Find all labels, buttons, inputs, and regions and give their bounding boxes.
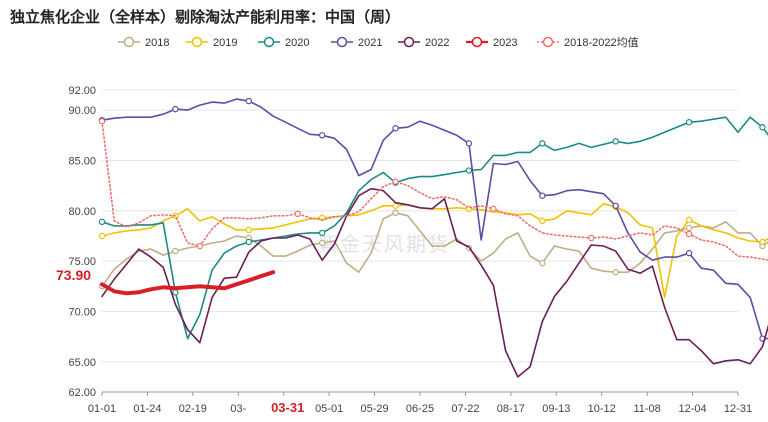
data-point bbox=[539, 192, 546, 199]
legend-marker bbox=[123, 36, 135, 48]
data-point bbox=[245, 226, 252, 234]
legend-marker bbox=[263, 36, 275, 48]
data-point bbox=[539, 217, 546, 225]
data-point bbox=[172, 105, 179, 113]
legend-marker bbox=[471, 36, 483, 48]
data-point bbox=[98, 118, 106, 125]
legend-marker bbox=[191, 36, 203, 48]
data-point bbox=[612, 202, 619, 209]
data-point bbox=[465, 140, 473, 147]
legend-label: 2022 bbox=[425, 37, 449, 49]
x-tick-label-highlight: 03-31 bbox=[271, 400, 304, 415]
data-point bbox=[392, 209, 399, 217]
y-tick-label: 75.00 bbox=[68, 256, 96, 268]
legend-item-2018: 2018 bbox=[118, 36, 169, 49]
legend-item-2019: 2019 bbox=[186, 36, 237, 49]
y-tick-label: 70.00 bbox=[68, 306, 96, 318]
legend-item-2018-2022均值: 2018-2022均值 bbox=[537, 36, 639, 49]
x-tick-label: 06-25 bbox=[406, 403, 434, 415]
axis-layer: 62.00 65.00 70.00 75.00 80.00 85.00 90.00 92.00… bbox=[68, 85, 752, 415]
series-2020 bbox=[98, 116, 768, 340]
data-point bbox=[685, 119, 693, 126]
x-tick-label: 05-01 bbox=[315, 403, 343, 415]
grid-layer bbox=[102, 89, 738, 393]
data-point bbox=[685, 224, 693, 232]
x-tick-label: 01-24 bbox=[133, 403, 161, 415]
data-point bbox=[539, 140, 546, 147]
x-tick-label: 10-12 bbox=[588, 403, 616, 415]
x-tick-label: 12-31 bbox=[724, 403, 752, 415]
series-line-2021 bbox=[101, 98, 768, 340]
data-point bbox=[294, 210, 301, 218]
data-point bbox=[98, 218, 106, 226]
data-point bbox=[245, 97, 252, 105]
legend-marker bbox=[336, 36, 348, 48]
series-line-2018 bbox=[101, 212, 768, 288]
series-line-2023 bbox=[100, 270, 276, 296]
data-point bbox=[490, 205, 497, 212]
legend-label: 2021 bbox=[358, 37, 382, 49]
y-tick-label: 62.00 bbox=[68, 387, 96, 399]
data-point bbox=[465, 167, 473, 174]
data-point bbox=[685, 249, 693, 257]
legend-label: 2023 bbox=[493, 37, 517, 49]
x-tick-label: 07-22 bbox=[451, 403, 479, 415]
series-2018 bbox=[98, 209, 768, 290]
legend: 2018 2019 2020 2021 2022 2023 2018-2022均值 bbox=[118, 36, 639, 49]
y-tick-label: 90.00 bbox=[68, 105, 96, 117]
series-layer bbox=[98, 97, 768, 378]
y-tick-label: 80.00 bbox=[68, 206, 96, 218]
data-point bbox=[392, 202, 399, 209]
data-point bbox=[318, 132, 326, 139]
data-point bbox=[172, 247, 179, 255]
last-value-label: 73.90 bbox=[56, 267, 91, 283]
series-2019 bbox=[98, 202, 768, 299]
data-point bbox=[318, 239, 326, 247]
x-tick-label: 01-01 bbox=[88, 403, 116, 415]
x-tick-label: 08-17 bbox=[497, 403, 525, 415]
legend-label: 2019 bbox=[213, 37, 237, 49]
x-tick-label: 11-08 bbox=[633, 403, 660, 415]
data-point bbox=[685, 230, 693, 238]
chart-title: 独立焦化企业（全样本）剔除淘汰产能利用率：中国（周） bbox=[10, 8, 401, 26]
data-point bbox=[588, 234, 595, 242]
legend-label: 2020 bbox=[285, 37, 309, 49]
series-line-2020 bbox=[101, 116, 768, 340]
data-point bbox=[98, 232, 106, 240]
label-layer: 73.90 bbox=[56, 267, 91, 283]
data-point bbox=[612, 269, 619, 276]
legend-marker bbox=[542, 36, 554, 48]
data-point bbox=[172, 289, 179, 296]
y-tick-label: 65.00 bbox=[68, 357, 96, 369]
y-tick-label: 85.00 bbox=[68, 155, 96, 167]
x-tick-label: 05-29 bbox=[361, 403, 389, 415]
data-point bbox=[392, 178, 399, 185]
legend-marker bbox=[403, 36, 415, 48]
legend-item-2023: 2023 bbox=[466, 36, 517, 49]
series-line-2019 bbox=[101, 203, 768, 299]
data-point bbox=[539, 259, 546, 267]
data-point bbox=[245, 238, 252, 246]
data-point bbox=[318, 229, 326, 237]
series-line-2018-2022均值 bbox=[101, 120, 768, 261]
legend-item-2022: 2022 bbox=[398, 36, 449, 49]
series-2018-2022均值 bbox=[98, 118, 768, 261]
data-point bbox=[392, 125, 399, 132]
y-tick-label: 92.00 bbox=[68, 85, 96, 97]
legend-item-2021: 2021 bbox=[331, 36, 382, 49]
x-tick-label: 03- bbox=[230, 403, 246, 415]
data-point bbox=[612, 138, 619, 145]
legend-label: 2018 bbox=[145, 37, 169, 49]
x-tick-label: 12-04 bbox=[679, 403, 707, 415]
x-tick-label: 02-19 bbox=[179, 403, 207, 415]
series-2023 bbox=[100, 270, 276, 296]
legend-label: 2018-2022均值 bbox=[564, 36, 639, 49]
data-point bbox=[759, 238, 766, 246]
data-point bbox=[759, 124, 766, 131]
legend-item-2020: 2020 bbox=[258, 36, 309, 49]
x-tick-label: 09-13 bbox=[542, 403, 570, 415]
data-point bbox=[196, 242, 204, 250]
data-point bbox=[685, 216, 693, 224]
